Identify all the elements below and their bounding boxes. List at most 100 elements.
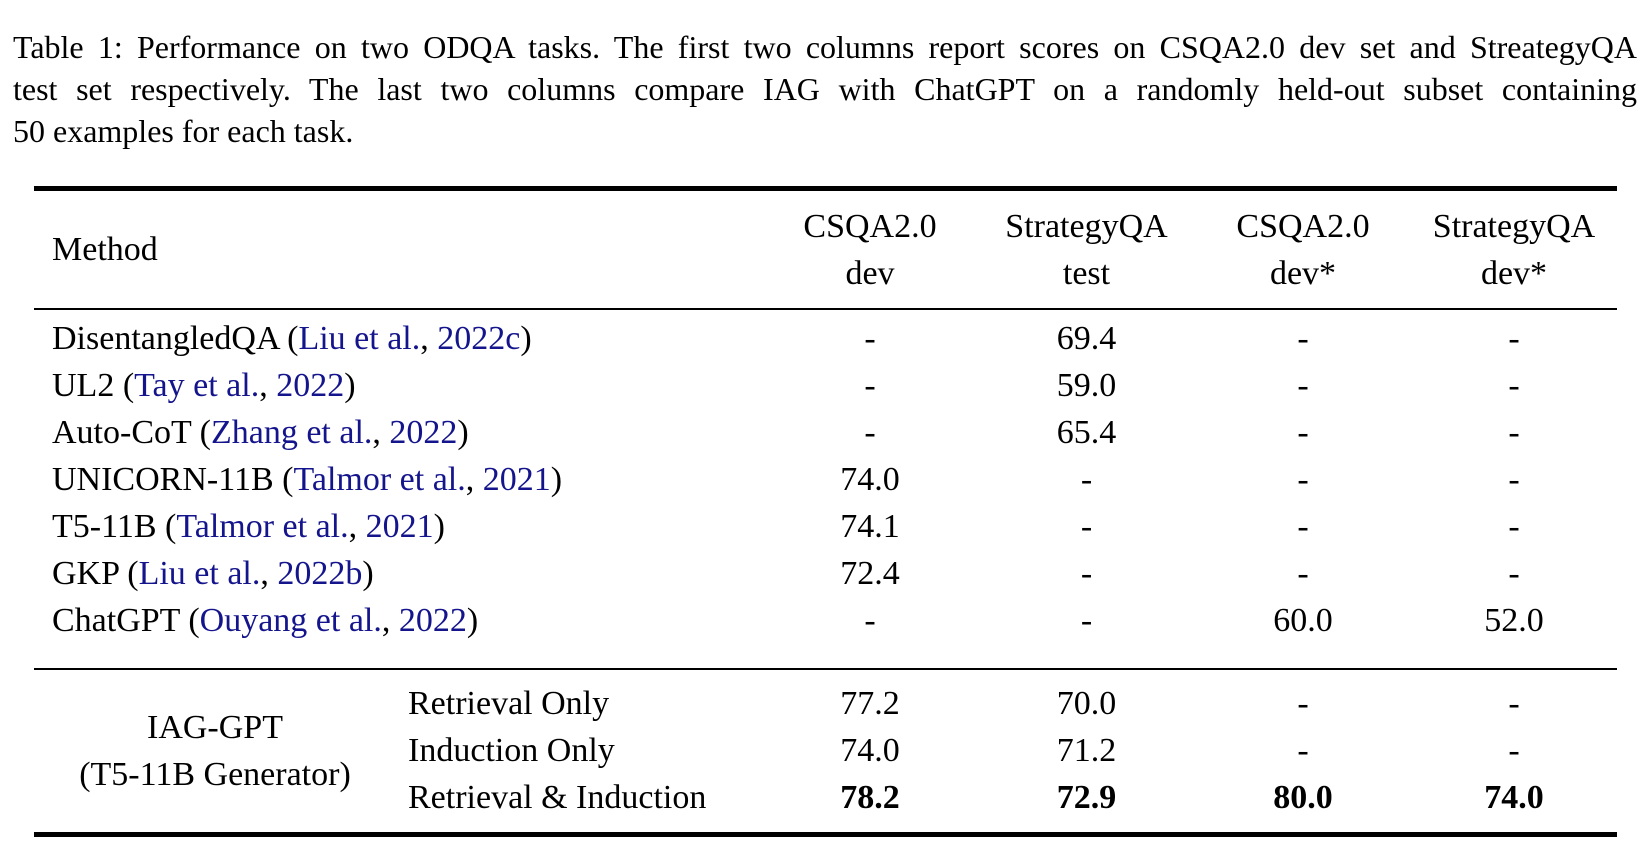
method-name: DisentangledQA ( xyxy=(52,319,299,357)
header-csqa-dev-line2: dev xyxy=(845,254,895,292)
method-suffix: ) xyxy=(433,507,445,545)
cell-csqa-dev: - xyxy=(864,366,876,404)
cell-csqa-dev: 72.4 xyxy=(840,554,900,592)
cell-csqa-dev: 74.0 xyxy=(840,460,900,498)
method-cell: Auto-CoT (Zhang et al., 2022) xyxy=(34,414,762,452)
table-header-rule xyxy=(34,308,1617,310)
variant-label: Retrieval & Induction xyxy=(408,778,707,816)
method-cell: ChatGPT (Ouyang et al., 2022) xyxy=(34,602,762,640)
header-strategyqa-test-line2: test xyxy=(1062,254,1111,292)
cell-strategyqa-devstar: - xyxy=(1508,507,1520,545)
table-row: UL2 (Tay et al., 2022) - 59.0 - - xyxy=(34,362,1617,409)
header-strategyqa-test: StrategyQA test xyxy=(978,203,1195,297)
citation-separator: , xyxy=(348,507,366,545)
cell-csqa-devstar: - xyxy=(1297,554,1309,592)
header-csqa-devstar: CSQA2.0 dev* xyxy=(1195,203,1411,297)
iag-row-retrieval-and-induction: Retrieval & Induction 78.2 72.9 80.0 74.… xyxy=(34,774,1617,821)
method-suffix: ) xyxy=(466,601,479,639)
cell-strategyqa-test: 69.4 xyxy=(1056,319,1117,357)
cell-strategyqa-devstar: - xyxy=(1508,554,1520,592)
method-suffix: ) xyxy=(457,413,469,451)
method-cell: GKP (Liu et al., 2022b) xyxy=(34,555,762,593)
citation-link[interactable]: Liu et al. xyxy=(138,554,261,592)
table-top-rule xyxy=(34,186,1617,191)
cell-csqa-devstar: - xyxy=(1297,460,1309,498)
cell-strategyqa-devstar: - xyxy=(1508,731,1520,769)
caption-line-2: test set respectively. The last two colu… xyxy=(13,71,1637,107)
iag-group-label-line1: IAG-GPT xyxy=(147,708,283,746)
table-body: DisentangledQA (Liu et al., 2022c) - 69.… xyxy=(34,315,1617,644)
method-suffix: ) xyxy=(362,554,374,592)
cell-csqa-dev: 77.2 xyxy=(840,684,900,722)
citation-link[interactable]: Zhang et al. xyxy=(210,413,373,451)
cell-strategyqa-devstar: - xyxy=(1508,684,1520,722)
variant-label: Induction Only xyxy=(408,731,615,769)
cell-strategyqa-test: 71.2 xyxy=(1056,731,1117,769)
header-csqa-dev-line1: CSQA2.0 xyxy=(803,207,937,245)
citation-separator: , xyxy=(420,319,438,357)
cell-strategyqa-devstar: 52.0 xyxy=(1484,601,1544,639)
table-row: DisentangledQA (Liu et al., 2022c) - 69.… xyxy=(34,315,1617,362)
citation-separator: , xyxy=(260,554,278,592)
cell-strategyqa-test: 72.9 xyxy=(1056,778,1117,816)
cell-strategyqa-devstar: - xyxy=(1508,319,1520,357)
iag-row-retrieval-only: Retrieval Only 77.2 70.0 - - xyxy=(34,680,1617,727)
cell-strategyqa-test: - xyxy=(1080,554,1093,592)
header-strategyqa-test-line1: StrategyQA xyxy=(1005,207,1168,245)
method-name: ChatGPT ( xyxy=(52,601,200,639)
header-csqa-dev: CSQA2.0 dev xyxy=(762,203,978,297)
citation-link[interactable]: Liu et al. xyxy=(298,319,421,357)
citation-link[interactable]: Talmor et al. xyxy=(293,460,466,498)
header-csqa-devstar-line2: dev* xyxy=(1269,254,1337,292)
iag-group-label-line2: (T5-11B Generator) xyxy=(79,755,351,793)
citation-separator: , xyxy=(259,366,277,404)
cell-strategyqa-test: 70.0 xyxy=(1056,684,1117,722)
citation-link[interactable]: Ouyang et al. xyxy=(199,601,382,639)
method-suffix: ) xyxy=(520,319,532,357)
variant-label: Retrieval Only xyxy=(408,684,610,722)
citation-separator: , xyxy=(381,601,399,639)
table-caption: Table 1: Performance on two ODQA tasks. … xyxy=(13,26,1637,152)
cell-strategyqa-test: - xyxy=(1080,601,1093,639)
cell-csqa-dev: 74.1 xyxy=(840,507,900,545)
cell-csqa-devstar: - xyxy=(1297,507,1309,545)
method-suffix: ) xyxy=(550,460,563,498)
cell-strategyqa-devstar: - xyxy=(1508,413,1520,451)
citation-year-link[interactable]: 2021 xyxy=(482,460,551,498)
table-row: ChatGPT (Ouyang et al., 2022) - - 60.0 5… xyxy=(34,597,1617,644)
caption-line-3: 50 examples for each task. xyxy=(13,113,354,149)
method-name: T5-11B ( xyxy=(52,507,177,545)
method-suffix: ) xyxy=(344,366,356,404)
method-name: GKP ( xyxy=(52,554,139,592)
citation-year-link[interactable]: 2022c xyxy=(437,319,521,357)
caption-line-1: Table 1: Performance on two ODQA tasks. … xyxy=(13,29,1637,65)
header-strategyqa-devstar: StrategyQA dev* xyxy=(1411,203,1617,297)
cell-strategyqa-test: 59.0 xyxy=(1056,366,1117,404)
table-bottom-rule xyxy=(34,832,1617,837)
cell-csqa-devstar: - xyxy=(1297,319,1309,357)
citation-link[interactable]: Tay et al. xyxy=(134,366,260,404)
cell-csqa-devstar: - xyxy=(1297,366,1309,404)
method-cell: DisentangledQA (Liu et al., 2022c) xyxy=(34,320,762,358)
method-name: UNICORN-11B ( xyxy=(52,460,294,498)
citation-year-link[interactable]: 2022 xyxy=(276,366,345,404)
citation-year-link[interactable]: 2022 xyxy=(389,413,458,451)
cell-csqa-devstar: - xyxy=(1297,413,1309,451)
table-header-row: Method CSQA2.0 dev StrategyQA test CSQA2… xyxy=(34,191,1617,308)
citation-link[interactable]: Talmor et al. xyxy=(176,507,349,545)
header-strategyqa-devstar-line2: dev* xyxy=(1480,254,1548,292)
iag-group-label: IAG-GPT (T5-11B Generator) xyxy=(34,680,396,821)
cell-strategyqa-devstar: - xyxy=(1508,366,1520,404)
table-row: T5-11B (Talmor et al., 2021) 74.1 - - - xyxy=(34,503,1617,550)
cell-csqa-dev: - xyxy=(864,413,876,451)
cell-csqa-dev: - xyxy=(864,601,876,639)
iag-rows: Retrieval Only 77.2 70.0 - - Induction O… xyxy=(34,680,1617,821)
cell-csqa-devstar: - xyxy=(1297,731,1309,769)
citation-year-link[interactable]: 2021 xyxy=(365,507,434,545)
cell-csqa-devstar: - xyxy=(1297,684,1309,722)
citation-year-link[interactable]: 2022 xyxy=(398,601,467,639)
citation-year-link[interactable]: 2022b xyxy=(277,554,363,592)
cell-strategyqa-devstar: 74.0 xyxy=(1484,778,1544,816)
cell-csqa-dev: - xyxy=(864,319,876,357)
